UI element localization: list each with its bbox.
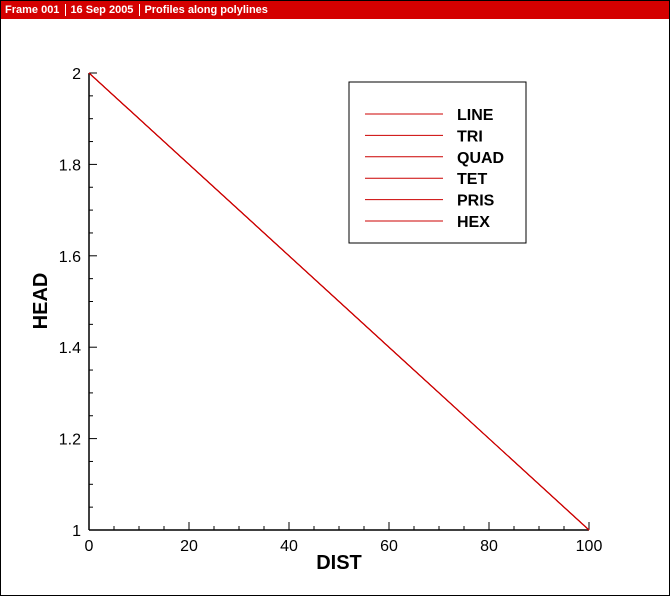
y-axis-title: HEAD (30, 273, 52, 330)
y-tick-label: 1.6 (59, 249, 81, 266)
legend-label-line: LINE (457, 107, 494, 124)
y-tick-label: 1.4 (59, 340, 81, 357)
legend-label-tet: TET (457, 171, 487, 188)
axes: 0 20 40 60 80 100 1 1.2 1.4 1.6 1.8 2 (59, 66, 603, 555)
series-lines (88, 72, 590, 531)
series-line-hex (88, 72, 590, 531)
legend-label-hex: HEX (457, 214, 490, 231)
x-tick-label: 40 (280, 538, 298, 555)
legend-label-tri: TRI (457, 128, 483, 145)
legend-label-pris: PRIS (457, 193, 495, 210)
x-axis-title: DIST (316, 552, 362, 574)
legend: LINE TRI QUAD TET PRIS HEX (348, 81, 527, 244)
frame-date: 16 Sep 2005 (70, 4, 134, 16)
y-tick-label: 2 (72, 66, 81, 83)
frame-title-bar: Frame 001 16 Sep 2005 Profiles along pol… (1, 1, 669, 19)
frame-number: Frame 001 (5, 4, 60, 16)
title-separator (139, 4, 141, 16)
x-tick-label: 80 (480, 538, 498, 555)
x-tick-label: 100 (576, 538, 603, 555)
legend-label-quad: QUAD (457, 150, 504, 167)
x-tick-label: 60 (380, 538, 398, 555)
y-tick-label: 1 (72, 523, 81, 540)
frame-description: Profiles along polylines (144, 4, 268, 16)
legend-box (348, 81, 527, 244)
y-tick-label: 1.2 (59, 432, 81, 449)
x-tick-label: 20 (180, 538, 198, 555)
x-tick-label: 0 (85, 538, 94, 555)
y-tick-label: 1.8 (59, 157, 81, 174)
title-separator (65, 4, 67, 16)
